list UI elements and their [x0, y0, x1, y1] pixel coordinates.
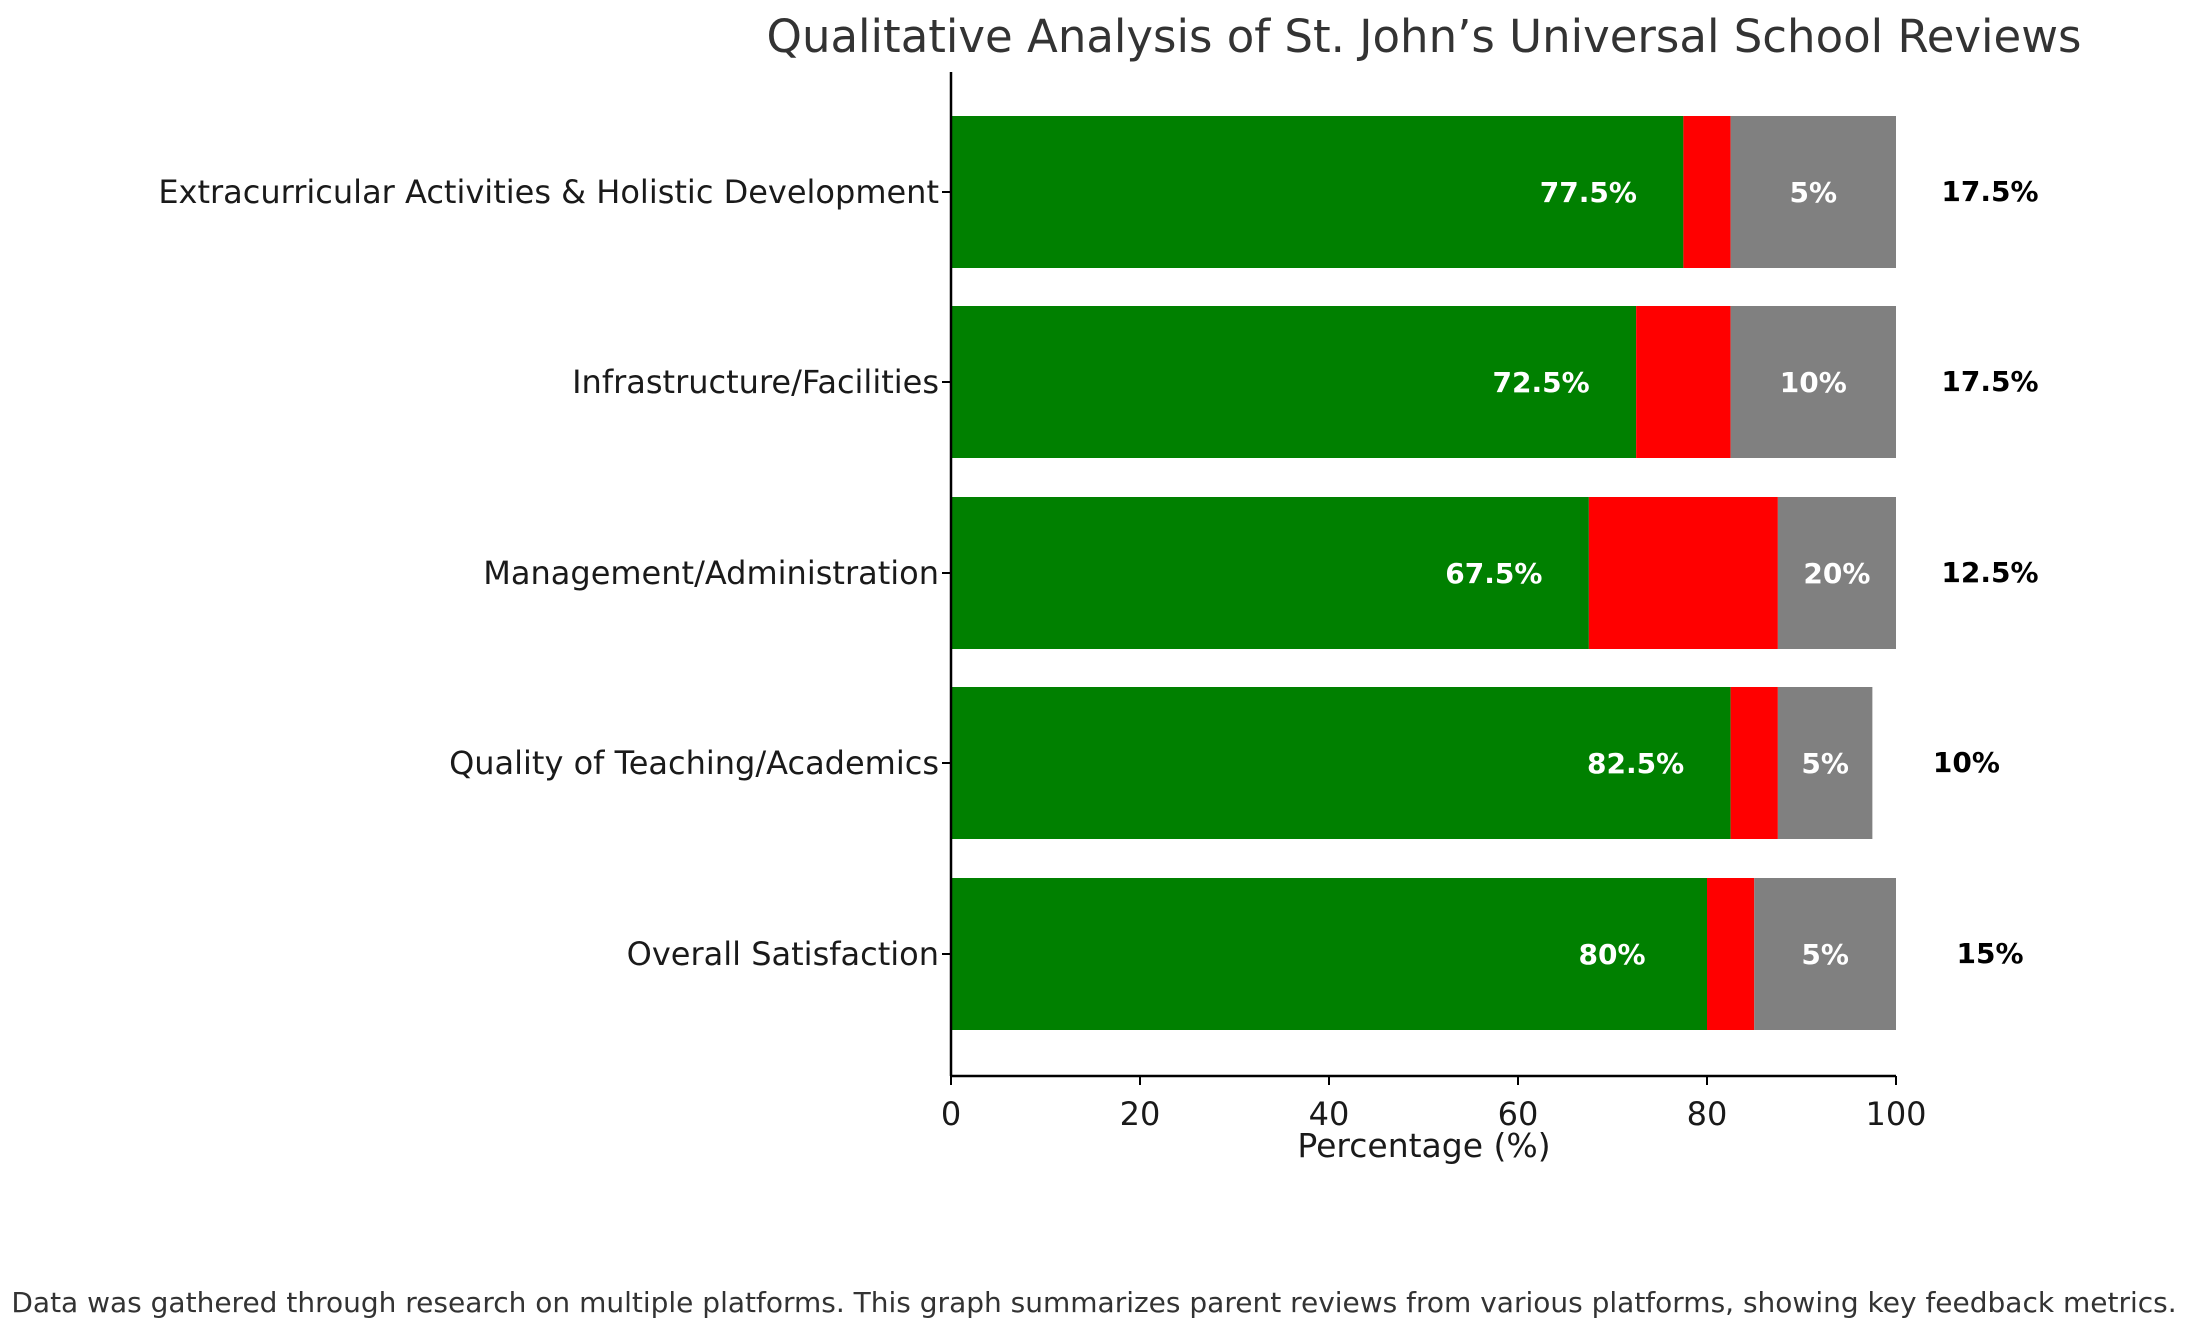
x-tick-label: 60 [1498, 1095, 1539, 1133]
data-label-gray: 5% [1801, 747, 1849, 780]
data-label-gray: 5% [1790, 176, 1838, 209]
data-label-green: 72.5% [1493, 366, 1590, 399]
x-tick-label: 40 [1309, 1095, 1350, 1133]
labels-layer: Extracurricular Activities & Holistic De… [158, 173, 2038, 973]
bar-segment-2 [1588, 497, 1778, 649]
data-label-green: 77.5% [1540, 176, 1637, 209]
chart-title: Qualitative Analysis of St. John’s Unive… [767, 10, 2082, 63]
x-tick-label: 20 [1120, 1095, 1161, 1133]
data-label-outer: 12.5% [1941, 556, 2038, 589]
data-label-green: 82.5% [1587, 747, 1684, 780]
bar-segment-2 [1707, 878, 1755, 1030]
category-label: Infrastructure/Facilities [572, 363, 939, 401]
data-label-outer: 10% [1933, 746, 2000, 779]
bar-segment-3 [1730, 116, 1896, 268]
bar-segment-1 [951, 878, 1707, 1030]
data-label-green: 67.5% [1445, 557, 1542, 590]
bar-segment-2 [1730, 687, 1778, 839]
bar-segment-1 [951, 687, 1731, 839]
category-label: Overall Satisfaction [627, 935, 939, 973]
bar-segment-3 [1730, 306, 1896, 458]
data-label-gray: 10% [1780, 366, 1847, 399]
bar-segment-1 [951, 306, 1637, 458]
data-label-outer: 17.5% [1941, 175, 2038, 208]
bar-segment-3 [1777, 687, 1873, 839]
category-label: Quality of Teaching/Academics [449, 744, 939, 782]
x-axis-title: Percentage (%) [1297, 1126, 1550, 1165]
data-label-green: 80% [1578, 938, 1645, 971]
bar-segment-2 [1683, 116, 1731, 268]
data-label-outer: 15% [1956, 937, 2023, 970]
x-tick-label: 80 [1687, 1095, 1728, 1133]
bar-segment-1 [951, 497, 1589, 649]
bar-segment-1 [951, 116, 1684, 268]
bar-segment-3 [1777, 497, 1896, 649]
bar-segment-2 [1636, 306, 1731, 458]
data-label-gray: 20% [1803, 557, 1870, 590]
bar-segment-3 [1754, 878, 1896, 1030]
bars-layer [951, 116, 1896, 1030]
data-label-outer: 17.5% [1941, 365, 2038, 398]
axes-layer: 0 20 40 60 80 100 [941, 72, 1927, 1133]
x-tick-label: 0 [941, 1095, 961, 1133]
x-tick-label: 100 [1865, 1095, 1926, 1133]
category-label: Extracurricular Activities & Holistic De… [158, 173, 939, 211]
footnote: Data was gathered through research on mu… [11, 1286, 2176, 1319]
data-label-gray: 5% [1801, 938, 1849, 971]
category-label: Management/Administration [483, 554, 939, 592]
